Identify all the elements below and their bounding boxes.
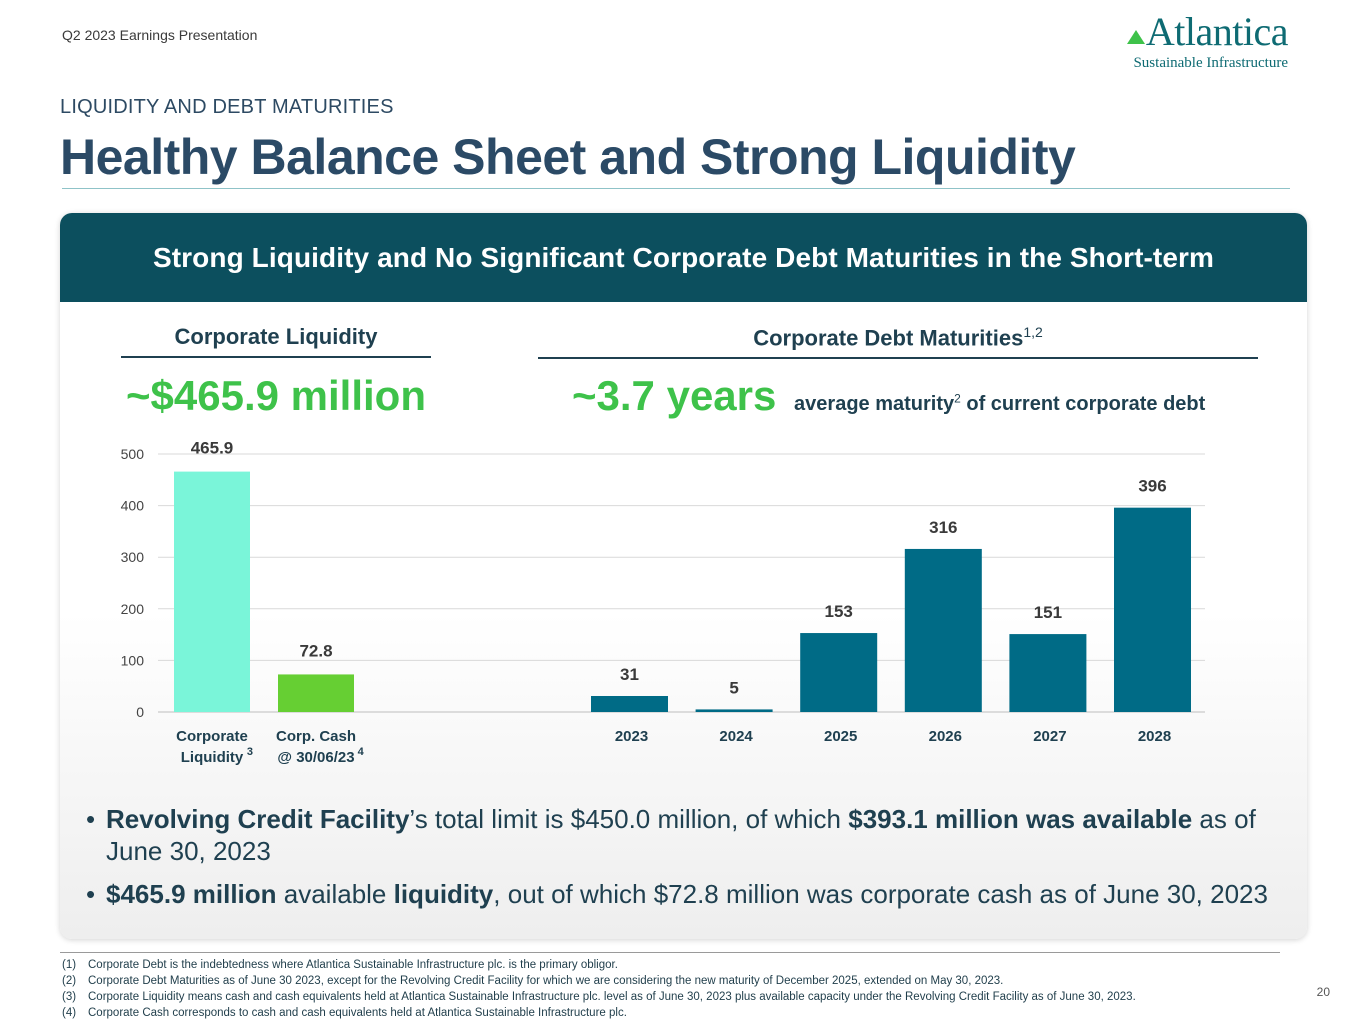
footnote-number: (4): [62, 1007, 77, 1019]
y-tick-label: 500: [121, 446, 145, 462]
x-category-label: @ 30/06/23: [277, 749, 354, 766]
footnote-number: (2): [62, 975, 77, 987]
y-tick-label: 0: [136, 704, 144, 720]
liquidity-heading-text: Corporate Liquidity: [174, 324, 378, 349]
maturity-note-a: average maturity: [794, 393, 955, 415]
bar-value-label: 31: [620, 665, 639, 684]
footnote-item: (3) Corporate Liquidity means cash and ca…: [62, 989, 1136, 1005]
maturity-note: average maturity2 of current corporate d…: [794, 391, 1206, 415]
footnote-text: Corporate Debt Maturities as of June 30 …: [88, 975, 1004, 987]
x-category-label: Corp. Cash: [276, 728, 356, 745]
section-label: LIQUIDITY AND DEBT MATURITIES: [60, 96, 394, 118]
footnote-number: (3): [62, 991, 77, 1003]
footnote-item: (4) Corporate Cash corresponds to cash an…: [62, 1005, 1136, 1021]
x-category-footnote: 3: [247, 746, 253, 758]
footnote-item: (2) Corporate Debt Maturities as of June …: [62, 973, 1136, 989]
x-category-label: 2025: [824, 728, 857, 745]
debt-heading-text: Corporate Debt Maturities: [753, 325, 1024, 351]
x-category-label: 2027: [1033, 728, 1066, 745]
debt-bar: [1009, 634, 1087, 712]
maturity-stat: ~3.7 years average maturity2 of current …: [572, 372, 1205, 420]
page-number: 20: [1316, 985, 1330, 999]
liquidity-heading: Corporate Liquidity: [121, 324, 431, 358]
footnote-text: Corporate Liquidity means cash and cash …: [88, 991, 1136, 1003]
bar-value-label: 396: [1138, 477, 1166, 496]
bullet-item: • $465.9 million available liquidity, out…: [86, 878, 1296, 910]
bar-value-label: 153: [825, 602, 853, 621]
bar-value-label: 151: [1034, 603, 1062, 622]
footnote-text: Corporate Cash corresponds to cash and c…: [88, 1007, 627, 1019]
debt-bar: [904, 548, 982, 712]
x-category-label: Corporate: [176, 728, 248, 745]
logo-name: Atlantica: [1145, 9, 1289, 54]
bullet-text: $465.9 million available liquidity, out …: [106, 878, 1268, 910]
bar-value-label: 72.8: [299, 641, 332, 660]
panel-banner: Strong Liquidity and No Significant Corp…: [60, 213, 1307, 302]
y-tick-label: 400: [121, 498, 145, 514]
footnote-text: Corporate Debt is the indebtedness where…: [88, 959, 618, 971]
debt-bar: [800, 633, 878, 712]
x-category-label: 2028: [1138, 728, 1171, 745]
bullet-emphasis: $465.9 million: [106, 879, 277, 909]
bullet-run: available: [276, 879, 394, 909]
content-panel: Strong Liquidity and No Significant Corp…: [60, 213, 1307, 939]
bullet-run: ’s total limit is $450.0 million, of whi…: [409, 804, 849, 834]
maturity-note-b: of current corporate debt: [966, 393, 1206, 415]
footnote-item: (1) Corporate Debt is the indebtedness wh…: [62, 957, 1136, 973]
x-category-label: Liquidity: [181, 749, 244, 766]
y-tick-label: 300: [121, 549, 145, 565]
maturity-stat-value: ~3.7 years: [572, 372, 777, 419]
x-category-label: 2024: [719, 728, 753, 745]
bar-value-label: 465.9: [191, 439, 234, 458]
bar-value-label: 5: [729, 678, 738, 697]
debt-heading-footnote: 1,2: [1023, 324, 1043, 340]
footnote-number: (1): [62, 959, 77, 971]
bullet-item: • Revolving Credit Facility’s total limit…: [86, 803, 1296, 867]
x-category-label: 2026: [929, 728, 962, 745]
y-tick-label: 100: [121, 652, 145, 668]
bullet-emphasis: $393.1 million was available: [848, 804, 1193, 834]
bullet-dot-icon: •: [86, 804, 96, 834]
liquidity-bar: [278, 674, 354, 712]
footnotes: (1) Corporate Debt is the indebtedness wh…: [62, 957, 1136, 1021]
presentation-label: Q2 2023 Earnings Presentation: [62, 27, 258, 43]
bullet-list: • Revolving Credit Facility’s total limit…: [86, 803, 1296, 921]
bullet-run: as of June 30, 2023: [106, 804, 1256, 866]
debt-bar: [695, 709, 773, 712]
page-title: Healthy Balance Sheet and Strong Liquidi…: [60, 129, 1076, 185]
debt-bar: [1114, 507, 1191, 712]
bullet-run: , out of which $72.8 million was corpora…: [493, 879, 1268, 909]
footnote-divider: [60, 952, 1280, 953]
logo-tagline: Sustainable Infrastructure: [1133, 55, 1288, 71]
debt-maturities-heading: Corporate Debt Maturities1,2: [538, 324, 1258, 360]
bullet-text: Revolving Credit Facility’s total limit …: [106, 803, 1296, 867]
company-logo: Atlantica Sustainable Infrastructure: [1126, 9, 1289, 72]
bullet-dot-icon: •: [86, 879, 96, 909]
y-tick-label: 200: [121, 601, 145, 617]
bullet-emphasis: liquidity: [393, 879, 494, 909]
liquidity-stat: ~$465.9 million: [126, 372, 426, 419]
x-category-label: 2023: [615, 728, 648, 745]
debt-bar: [591, 696, 668, 712]
bullet-emphasis: Revolving Credit Facility: [106, 804, 410, 834]
title-divider: [62, 188, 1290, 189]
x-category-footnote: 4: [358, 746, 365, 758]
maturity-note-footnote: 2: [954, 391, 961, 406]
bar-value-label: 316: [929, 518, 957, 537]
liquidity-bar: [174, 471, 250, 712]
logo-triangle-icon: [1126, 30, 1145, 44]
